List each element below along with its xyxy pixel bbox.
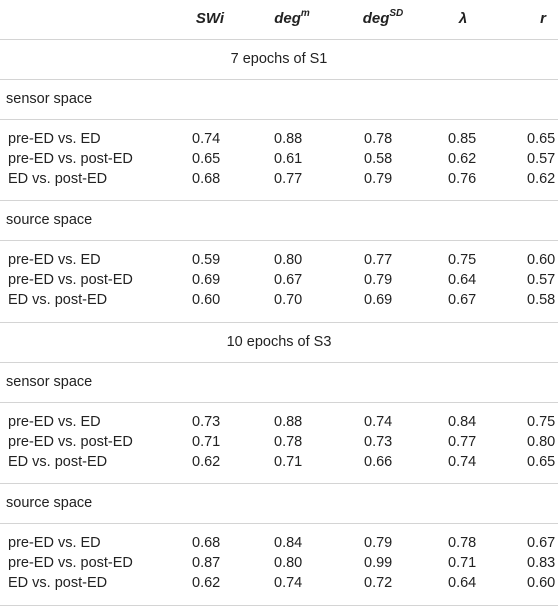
table-cell: 0.78 bbox=[364, 131, 393, 147]
header-swi: SWi bbox=[195, 10, 225, 27]
group-title: sensor space bbox=[6, 91, 93, 107]
table-cell: 0.74 bbox=[364, 414, 393, 430]
divider bbox=[0, 79, 558, 80]
table-cell: 0.84 bbox=[448, 414, 477, 430]
table-cell: 0.80 bbox=[527, 434, 556, 450]
table-cell: 0.74 bbox=[448, 454, 477, 470]
group-title: source space bbox=[6, 212, 93, 228]
row-label: ED vs. post-ED bbox=[8, 454, 108, 470]
table-cell: 0.64 bbox=[448, 272, 477, 288]
table-cell: 0.60 bbox=[192, 292, 221, 308]
table-cell: 0.84 bbox=[274, 535, 303, 551]
table-cell: 0.59 bbox=[192, 252, 221, 268]
table-cell: 0.62 bbox=[192, 575, 221, 591]
table-cell: 0.60 bbox=[527, 575, 556, 591]
table-cell: 0.62 bbox=[448, 151, 477, 167]
table-cell: 0.74 bbox=[192, 131, 221, 147]
table-cell: 0.61 bbox=[274, 151, 303, 167]
table-cell: 0.71 bbox=[192, 434, 221, 450]
table-cell: 0.75 bbox=[527, 414, 556, 430]
divider bbox=[0, 240, 558, 241]
table-cell: 0.68 bbox=[192, 171, 221, 187]
table-cell: 0.80 bbox=[274, 252, 303, 268]
table-cell: 0.88 bbox=[274, 414, 303, 430]
table-cell: 0.87 bbox=[192, 555, 221, 571]
divider bbox=[0, 200, 558, 201]
table-cell: 0.57 bbox=[527, 151, 556, 167]
row-label: ED vs. post-ED bbox=[8, 171, 108, 187]
table-cell: 0.78 bbox=[448, 535, 477, 551]
table-cell: 0.80 bbox=[274, 555, 303, 571]
table-cell: 0.73 bbox=[192, 414, 221, 430]
table-cell: 0.58 bbox=[527, 292, 556, 308]
table-cell: 0.71 bbox=[274, 454, 303, 470]
table-cell: 0.76 bbox=[448, 171, 477, 187]
table-cell: 0.83 bbox=[527, 555, 556, 571]
header-deg-m: degm bbox=[274, 8, 310, 28]
row-label: pre-ED vs. ED bbox=[8, 414, 101, 430]
row-label: ED vs. post-ED bbox=[8, 292, 108, 308]
table-cell: 0.60 bbox=[527, 252, 556, 268]
table-cell: 0.66 bbox=[364, 454, 393, 470]
table-cell: 0.73 bbox=[364, 434, 393, 450]
table-cell: 0.77 bbox=[364, 252, 393, 268]
table-cell: 0.58 bbox=[364, 151, 393, 167]
divider bbox=[0, 362, 558, 363]
table-cell: 0.62 bbox=[527, 171, 556, 187]
table-cell: 0.78 bbox=[274, 434, 303, 450]
section-title: 7 epochs of S1 bbox=[230, 51, 328, 67]
row-label: ED vs. post-ED bbox=[8, 575, 108, 591]
divider bbox=[0, 322, 558, 323]
table-cell: 0.65 bbox=[527, 454, 556, 470]
divider bbox=[0, 483, 558, 484]
divider bbox=[0, 523, 558, 524]
table-cell: 0.70 bbox=[274, 292, 303, 308]
table-cell: 0.79 bbox=[364, 171, 393, 187]
table-cell: 0.74 bbox=[274, 575, 303, 591]
table-cell: 0.68 bbox=[192, 535, 221, 551]
table-cell: 0.64 bbox=[448, 575, 477, 591]
row-label: pre-ED vs. ED bbox=[8, 252, 101, 268]
row-label: pre-ED vs. post-ED bbox=[8, 272, 133, 288]
table-cell: 0.79 bbox=[364, 535, 393, 551]
header-lambda: λ bbox=[458, 10, 468, 27]
table-cell: 0.67 bbox=[527, 535, 556, 551]
table-cell: 0.69 bbox=[192, 272, 221, 288]
header-deg-sd: degSD bbox=[362, 8, 404, 28]
table-cell: 0.62 bbox=[192, 454, 221, 470]
table-cell: 0.67 bbox=[274, 272, 303, 288]
row-label: pre-ED vs. post-ED bbox=[8, 434, 133, 450]
table-cell: 0.65 bbox=[192, 151, 221, 167]
header-r: r bbox=[540, 10, 546, 27]
table-cell: 0.85 bbox=[448, 131, 477, 147]
row-label: pre-ED vs. post-ED bbox=[8, 151, 133, 167]
group-title: sensor space bbox=[6, 374, 93, 390]
row-label: pre-ED vs. ED bbox=[8, 535, 101, 551]
section-title: 10 epochs of S3 bbox=[226, 334, 332, 350]
row-label: pre-ED vs. post-ED bbox=[8, 555, 133, 571]
table-cell: 0.75 bbox=[448, 252, 477, 268]
divider bbox=[0, 119, 558, 120]
divider bbox=[0, 39, 558, 40]
table-cell: 0.67 bbox=[448, 292, 477, 308]
table-cell: 0.77 bbox=[274, 171, 303, 187]
table-cell: 0.65 bbox=[527, 131, 556, 147]
row-label: pre-ED vs. ED bbox=[8, 131, 101, 147]
table-cell: 0.69 bbox=[364, 292, 393, 308]
table-cell: 0.99 bbox=[364, 555, 393, 571]
table-cell: 0.77 bbox=[448, 434, 477, 450]
group-title: source space bbox=[6, 495, 93, 511]
divider bbox=[0, 402, 558, 403]
table-cell: 0.71 bbox=[448, 555, 477, 571]
table-cell: 0.72 bbox=[364, 575, 393, 591]
table-cell: 0.79 bbox=[364, 272, 393, 288]
table-cell: 0.57 bbox=[527, 272, 556, 288]
table-cell: 0.88 bbox=[274, 131, 303, 147]
